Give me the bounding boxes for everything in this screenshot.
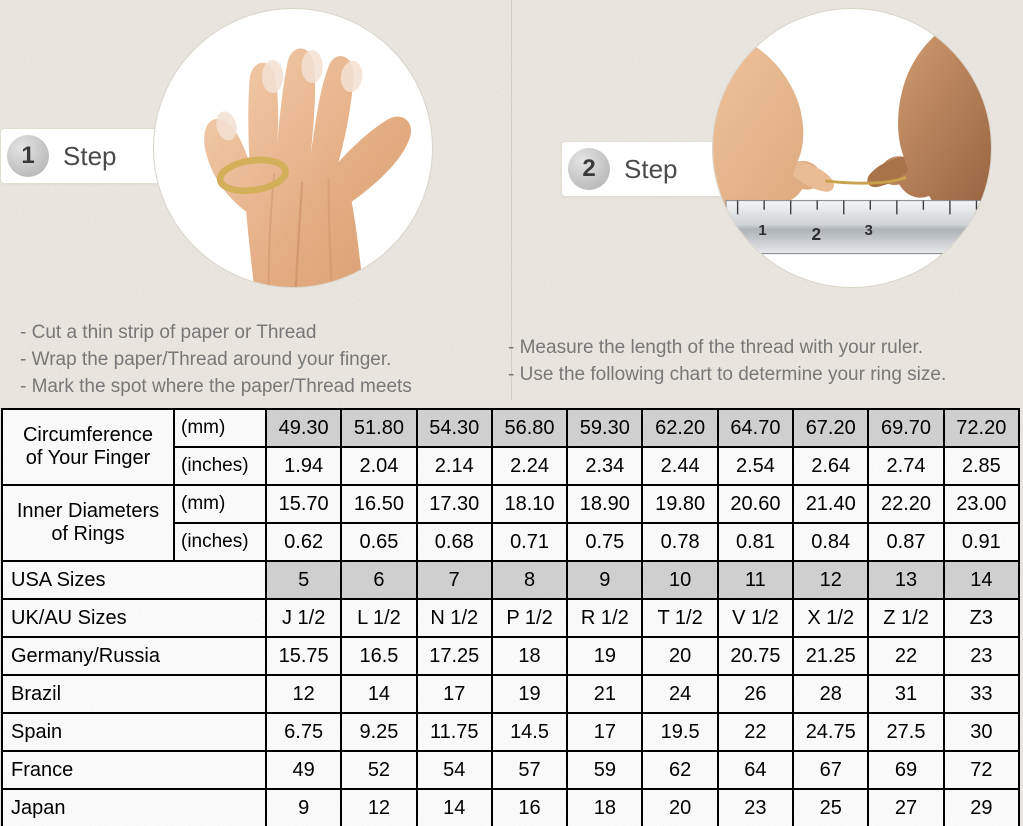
svg-text:2: 2 (811, 224, 821, 244)
svg-text:3: 3 (865, 222, 873, 239)
svg-text:1: 1 (758, 222, 766, 239)
